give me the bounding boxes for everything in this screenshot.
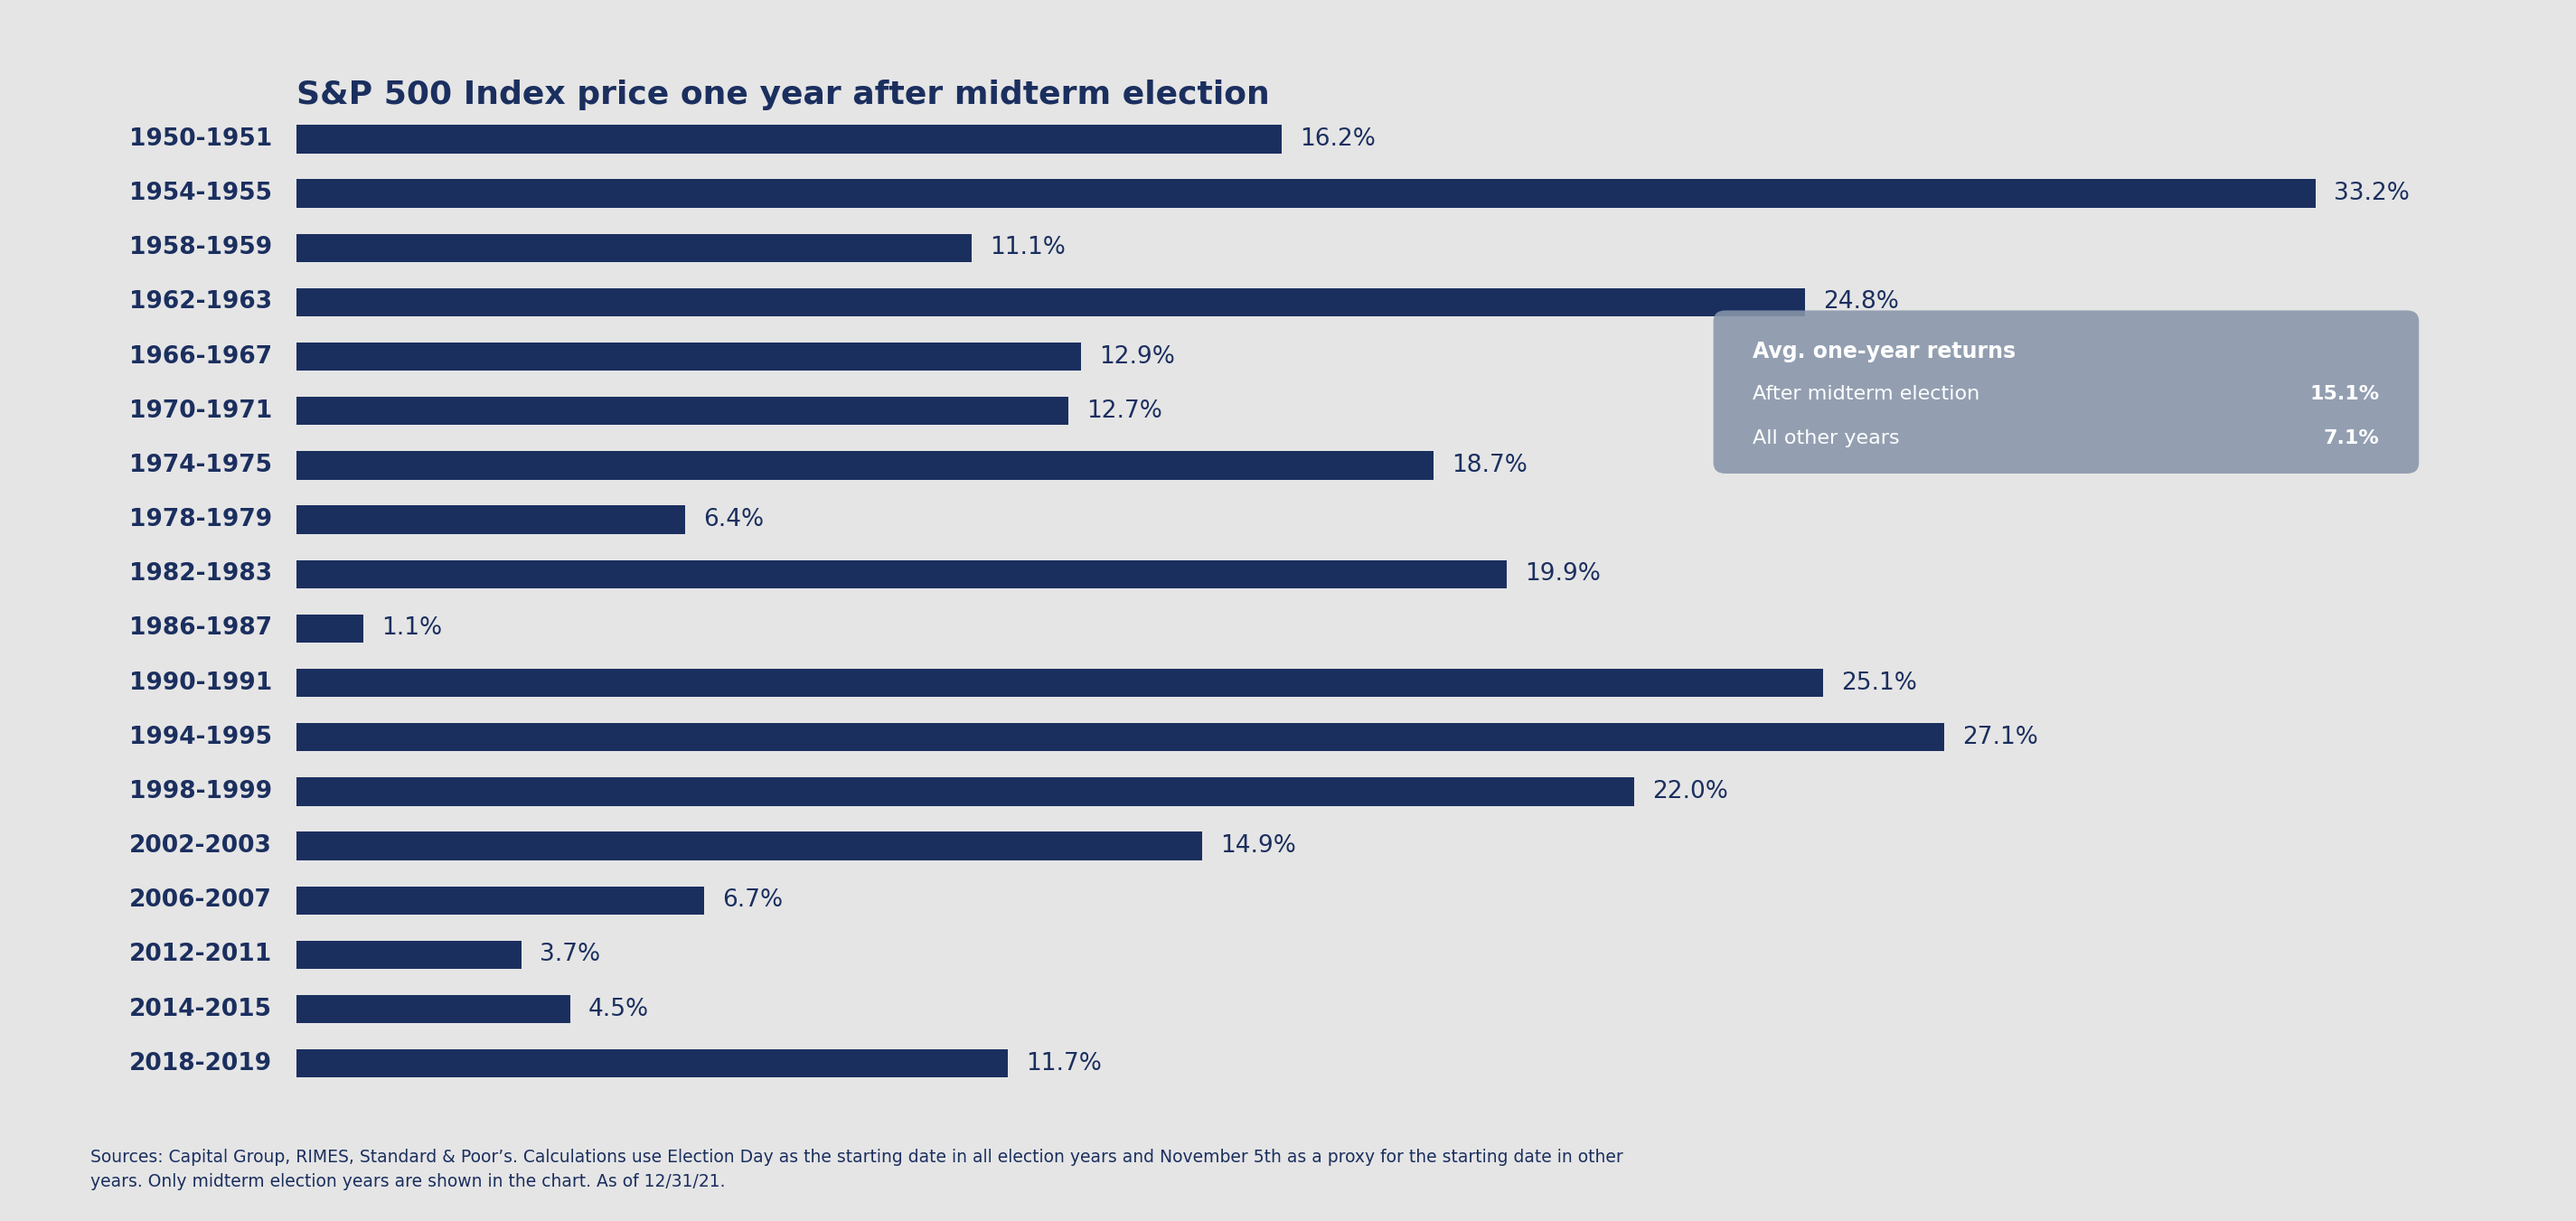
Text: Sources: Capital Group, RIMES, Standard & Poor’s. Calculations use Election Day : Sources: Capital Group, RIMES, Standard … [90, 1149, 1623, 1166]
Text: Avg. one-year returns: Avg. one-year returns [1752, 341, 2017, 361]
Bar [296, 288, 1806, 316]
Bar [296, 1049, 1007, 1078]
Text: 1970-1971: 1970-1971 [129, 399, 273, 422]
Bar [296, 233, 971, 263]
Text: 22.0%: 22.0% [1654, 780, 1728, 803]
Text: 3.7%: 3.7% [538, 943, 600, 967]
Text: All other years: All other years [1752, 430, 1901, 448]
Text: 1962-1963: 1962-1963 [129, 291, 273, 314]
Bar [296, 778, 1633, 806]
Text: 1958-1959: 1958-1959 [129, 236, 273, 260]
Bar [296, 832, 1203, 860]
Bar [296, 179, 2316, 208]
Text: After midterm election: After midterm election [1752, 385, 1981, 403]
Bar [296, 995, 569, 1023]
Text: 1990-1991: 1990-1991 [129, 672, 273, 695]
Text: 1966-1967: 1966-1967 [129, 344, 273, 369]
Text: 2002-2003: 2002-2003 [129, 834, 273, 858]
Text: 24.8%: 24.8% [1824, 291, 1899, 314]
Bar [296, 452, 1435, 480]
Bar [296, 886, 703, 915]
Text: 19.9%: 19.9% [1525, 563, 1600, 586]
Text: 1950-1951: 1950-1951 [129, 127, 273, 151]
Text: 15.1%: 15.1% [2311, 385, 2380, 403]
Text: 1954-1955: 1954-1955 [129, 182, 273, 205]
Text: 6.4%: 6.4% [703, 508, 765, 531]
Bar [296, 614, 363, 642]
Text: 1994-1995: 1994-1995 [129, 725, 273, 748]
Text: 11.1%: 11.1% [989, 236, 1066, 260]
Text: 18.7%: 18.7% [1453, 454, 1528, 477]
Text: 16.2%: 16.2% [1301, 127, 1376, 151]
Bar [296, 723, 1945, 751]
Text: 2012-2011: 2012-2011 [129, 943, 273, 967]
Text: 4.5%: 4.5% [587, 998, 649, 1021]
Text: 1.1%: 1.1% [381, 617, 443, 640]
Text: 14.9%: 14.9% [1221, 834, 1296, 858]
Text: 7.1%: 7.1% [2324, 430, 2380, 448]
Bar [296, 397, 1069, 425]
Bar [296, 505, 685, 534]
Bar [296, 343, 1082, 371]
Text: 2018-2019: 2018-2019 [129, 1051, 273, 1076]
Text: 12.7%: 12.7% [1087, 399, 1162, 422]
Text: 1974-1975: 1974-1975 [129, 454, 273, 477]
FancyBboxPatch shape [1713, 310, 2419, 474]
Text: 1998-1999: 1998-1999 [129, 780, 273, 803]
Text: years. Only midterm election years are shown in the chart. As of 12/31/21.: years. Only midterm election years are s… [90, 1173, 724, 1190]
Text: 1986-1987: 1986-1987 [129, 617, 273, 640]
Text: 33.2%: 33.2% [2334, 182, 2409, 205]
Text: 2014-2015: 2014-2015 [129, 998, 273, 1021]
Bar [296, 940, 520, 969]
Text: 25.1%: 25.1% [1842, 672, 1917, 695]
Text: 1982-1983: 1982-1983 [129, 563, 273, 586]
Text: 11.7%: 11.7% [1025, 1051, 1103, 1076]
Text: 6.7%: 6.7% [721, 889, 783, 912]
Bar [296, 669, 1824, 697]
Text: S&P 500 Index price one year after midterm election: S&P 500 Index price one year after midte… [296, 79, 1270, 110]
Text: 27.1%: 27.1% [1963, 725, 2038, 748]
Bar [296, 560, 1507, 589]
Bar [296, 125, 1280, 154]
Text: 12.9%: 12.9% [1100, 344, 1175, 369]
Text: 2006-2007: 2006-2007 [129, 889, 273, 912]
Text: 1978-1979: 1978-1979 [129, 508, 273, 531]
